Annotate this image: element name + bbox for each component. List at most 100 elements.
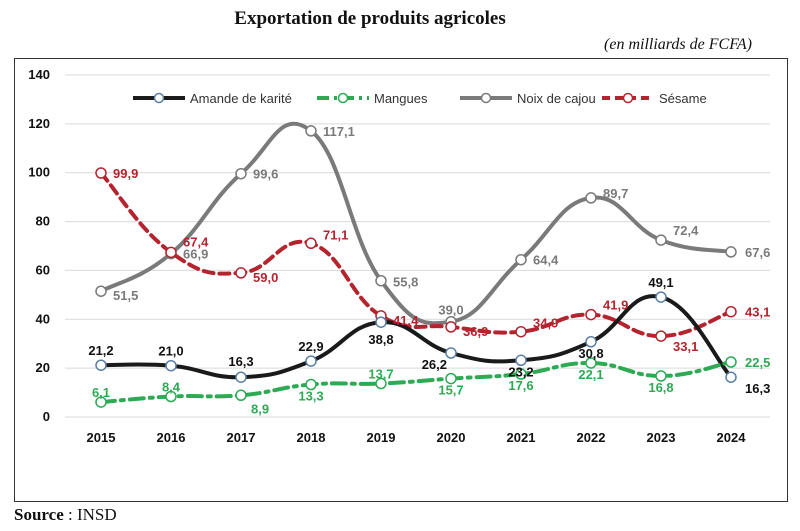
data-point-s-same-2018: [305, 237, 317, 250]
data-label-amande-de-karit--2015: 21,2: [88, 343, 113, 358]
data-label-mangues-2015: 6,1: [92, 385, 110, 400]
data-label-noix-de-cajou-2022: 89,7: [603, 186, 628, 201]
data-point-s-same-2023: [655, 330, 667, 342]
data-point-mangues-2023: [655, 370, 667, 382]
data-label-noix-de-cajou-2019: 55,8: [393, 275, 418, 290]
data-label-noix-de-cajou-2017: 99,6: [253, 167, 278, 182]
data-label-noix-de-cajou-2018: 117,1: [323, 124, 355, 139]
data-label-amande-de-karit--2021: 23,2: [508, 364, 533, 379]
data-label-s-same-2016: 67,4: [183, 234, 209, 249]
x-tick-label-2016: 2016: [157, 430, 186, 445]
x-tick-label-2019: 2019: [367, 430, 396, 445]
data-label-amande-de-karit--2016: 21,0: [158, 344, 183, 359]
data-label-s-same-2019: 41,4: [393, 313, 419, 328]
data-point-mangues-2024: [725, 356, 737, 368]
data-point-amande-de-karit--2020: [445, 347, 457, 359]
data-label-mangues-2022: 22,1: [578, 367, 603, 382]
data-label-mangues-2023: 16,8: [648, 380, 673, 395]
data-label-s-same-2017: 59,0: [253, 270, 278, 285]
source-separator: :: [63, 505, 77, 524]
legend-marker-noix-de-cajou: [480, 92, 492, 104]
legend-label-mangues: Mangues: [374, 91, 428, 106]
data-label-amande-de-karit--2024: 16,3: [745, 381, 770, 396]
legend-marker-amande-de-karit-: [153, 92, 165, 104]
source-note: Source : INSD: [14, 505, 117, 525]
data-point-mangues-2016: [165, 390, 177, 403]
chart-frame: [14, 58, 788, 502]
data-point-mangues-2018: [305, 378, 317, 391]
data-label-mangues-2016: 8,4: [162, 379, 181, 394]
data-point-amande-de-karit--2016: [165, 359, 177, 372]
data-label-s-same-2018: 71,1: [323, 227, 348, 242]
data-label-s-same-2021: 34,9: [533, 316, 558, 331]
legend-label-amande-de-karit-: Amande de karité: [190, 91, 292, 106]
y-tick-label-40: 40: [36, 311, 50, 326]
data-point-noix-de-cajou-2017: [235, 167, 247, 180]
x-tick-label-2018: 2018: [297, 430, 326, 445]
legend-label-s-same: Sésame: [659, 91, 707, 106]
y-tick-label-20: 20: [36, 360, 50, 375]
data-point-amande-de-karit--2015: [95, 359, 107, 371]
x-tick-label-2021: 2021: [507, 430, 536, 445]
data-label-mangues-2017: 8,9: [251, 401, 269, 416]
chart-subtitle: (en milliards de FCFA): [604, 36, 752, 53]
data-label-mangues-2018: 13,3: [298, 389, 323, 404]
data-label-mangues-2024: 22,5: [745, 355, 770, 370]
source-value: INSD: [76, 505, 117, 524]
x-tick-label-2015: 2015: [87, 430, 116, 445]
data-label-noix-de-cajou-2015: 51,5: [113, 288, 138, 303]
y-tick-label-120: 120: [28, 116, 50, 131]
legend-label-noix-de-cajou: Noix de cajou: [517, 91, 596, 106]
data-point-mangues-2020: [445, 372, 457, 385]
x-tick-label-2020: 2020: [437, 430, 466, 445]
data-label-noix-de-cajou-2024: 67,6: [745, 245, 770, 260]
data-point-s-same-2020: [445, 321, 457, 333]
legend-marker-s-same: [622, 92, 634, 104]
data-point-noix-de-cajou-2021: [515, 253, 527, 266]
data-label-s-same-2022: 41,9: [603, 298, 628, 313]
data-point-amande-de-karit--2021: [515, 354, 527, 367]
data-label-amande-de-karit--2023: 49,1: [648, 275, 673, 290]
data-label-amande-de-karit--2020: 26,2: [422, 357, 447, 372]
x-tick-label-2023: 2023: [647, 430, 676, 445]
data-point-amande-de-karit--2019: [375, 316, 387, 328]
data-point-s-same-2015: [95, 167, 107, 179]
data-point-amande-de-karit--2023: [655, 291, 667, 303]
data-label-mangues-2021: 17,6: [508, 378, 533, 393]
data-label-mangues-2020: 15,7: [438, 383, 463, 398]
data-point-s-same-2024: [725, 305, 737, 318]
data-label-s-same-2023: 33,1: [673, 339, 698, 354]
data-point-noix-de-cajou-2015: [95, 285, 107, 297]
data-label-noix-de-cajou-2023: 72,4: [673, 223, 699, 238]
data-label-amande-de-karit--2018: 22,9: [298, 339, 323, 354]
data-label-s-same-2024: 43,1: [745, 305, 770, 320]
data-label-amande-de-karit--2017: 16,3: [228, 354, 253, 369]
y-tick-label-100: 100: [28, 165, 50, 180]
data-point-mangues-2017: [235, 389, 247, 402]
data-point-s-same-2021: [515, 325, 527, 338]
data-point-amande-de-karit--2024: [725, 371, 737, 383]
data-point-s-same-2022: [585, 308, 597, 321]
data-point-s-same-2017: [235, 267, 247, 279]
x-tick-label-2022: 2022: [577, 430, 606, 445]
x-tick-label-2024: 2024: [717, 430, 747, 445]
x-tick-label-2017: 2017: [227, 430, 256, 445]
legend-marker-mangues: [337, 92, 349, 104]
data-point-amande-de-karit--2017: [235, 371, 247, 383]
data-point-noix-de-cajou-2024: [725, 246, 737, 258]
y-tick-label-140: 140: [28, 67, 50, 82]
series-line-noix-de-cajou: [99, 121, 733, 326]
data-label-noix-de-cajou-2021: 64,4: [533, 253, 559, 268]
y-tick-label-0: 0: [43, 409, 50, 424]
series-line-mangues: [99, 360, 733, 405]
y-tick-label-60: 60: [36, 262, 50, 277]
data-point-s-same-2016: [165, 246, 177, 259]
data-point-mangues-2022: [585, 357, 597, 369]
source-label: Source: [14, 505, 64, 524]
data-point-noix-de-cajou-2023: [655, 234, 667, 246]
data-label-amande-de-karit--2022: 30,8: [578, 346, 603, 361]
y-tick-label-80: 80: [36, 214, 50, 229]
chart-title: Exportation de produits agricoles: [234, 8, 506, 29]
data-point-mangues-2021: [515, 368, 527, 380]
